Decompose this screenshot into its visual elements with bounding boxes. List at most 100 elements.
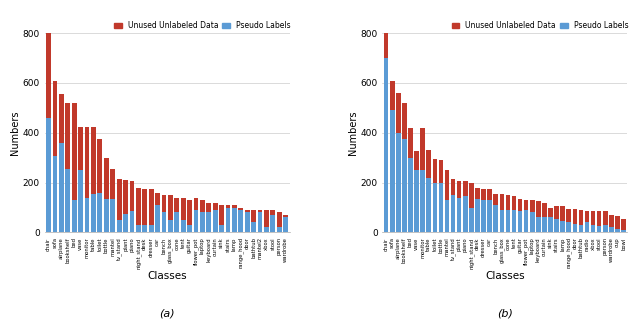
Bar — [512, 210, 516, 232]
Bar — [548, 217, 553, 232]
Bar — [220, 225, 224, 232]
Bar — [621, 230, 626, 232]
Bar — [252, 210, 256, 222]
Bar — [123, 180, 128, 214]
Bar — [384, 33, 388, 58]
Bar — [239, 208, 243, 210]
Bar — [615, 216, 620, 229]
Bar — [46, 118, 51, 232]
Bar — [123, 214, 128, 232]
Bar — [469, 208, 474, 232]
Bar — [239, 210, 243, 232]
Bar — [46, 33, 51, 118]
Bar — [200, 212, 205, 232]
Bar — [585, 222, 589, 232]
Bar — [396, 93, 401, 133]
Bar — [180, 198, 186, 220]
Bar — [512, 196, 516, 210]
Bar — [187, 200, 192, 225]
Bar — [232, 208, 237, 232]
Bar — [566, 209, 571, 222]
Bar — [129, 211, 134, 232]
Bar — [579, 210, 583, 225]
Y-axis label: Numbers: Numbers — [10, 111, 20, 155]
Bar — [500, 210, 504, 232]
Bar — [603, 211, 607, 225]
Bar — [463, 181, 468, 196]
Bar — [475, 199, 480, 232]
Bar — [609, 227, 614, 232]
Bar — [187, 225, 192, 232]
Bar — [530, 200, 534, 212]
Bar — [78, 170, 83, 232]
Bar — [457, 198, 461, 232]
Bar — [72, 200, 77, 232]
Bar — [136, 225, 141, 232]
Bar — [168, 195, 173, 220]
Bar — [457, 181, 461, 198]
Bar — [542, 203, 547, 217]
Bar — [524, 200, 529, 210]
Bar — [408, 128, 413, 158]
Bar — [193, 198, 198, 210]
Bar — [65, 103, 70, 169]
Bar — [155, 205, 160, 232]
Bar — [536, 201, 541, 217]
Bar — [402, 103, 406, 139]
Bar — [161, 195, 166, 212]
Bar — [148, 189, 154, 225]
Bar — [445, 170, 449, 200]
Bar — [420, 170, 425, 232]
Bar — [530, 212, 534, 232]
Bar — [591, 225, 595, 232]
Bar — [573, 209, 577, 224]
Bar — [579, 225, 583, 232]
Bar — [136, 188, 141, 225]
Bar — [475, 188, 480, 199]
Bar — [91, 126, 96, 194]
Bar — [142, 189, 147, 225]
Bar — [621, 219, 626, 230]
Bar — [142, 225, 147, 232]
Bar — [72, 103, 77, 200]
Bar — [206, 203, 211, 212]
Bar — [245, 212, 250, 232]
Bar — [264, 210, 269, 227]
Bar — [258, 210, 262, 212]
Bar — [97, 193, 102, 232]
Bar — [271, 210, 275, 215]
Bar — [408, 158, 413, 232]
Bar — [451, 195, 456, 232]
Bar — [603, 225, 607, 232]
Bar — [426, 150, 431, 178]
Bar — [84, 198, 90, 232]
Bar — [168, 220, 173, 232]
Bar — [433, 183, 437, 232]
Bar — [469, 183, 474, 208]
Bar — [65, 169, 70, 232]
Bar — [548, 208, 553, 217]
Bar — [271, 215, 275, 232]
X-axis label: Classes: Classes — [147, 271, 187, 281]
Bar — [500, 194, 504, 210]
Bar — [609, 215, 614, 227]
Bar — [161, 212, 166, 232]
X-axis label: Classes: Classes — [485, 271, 525, 281]
Bar — [438, 160, 444, 183]
Bar — [402, 139, 406, 232]
Bar — [493, 205, 498, 232]
Text: (a): (a) — [159, 308, 175, 318]
Bar — [104, 158, 109, 199]
Bar — [174, 198, 179, 212]
Bar — [481, 200, 486, 232]
Bar — [487, 200, 492, 232]
Bar — [493, 194, 498, 205]
Bar — [252, 222, 256, 232]
Bar — [463, 196, 468, 232]
Bar — [277, 227, 282, 232]
Bar — [104, 199, 109, 232]
Legend: Unused Unlabeled Data, Pseudo Labels: Unused Unlabeled Data, Pseudo Labels — [452, 21, 628, 30]
Bar — [91, 194, 96, 232]
Bar — [52, 80, 58, 156]
Bar — [445, 200, 449, 232]
